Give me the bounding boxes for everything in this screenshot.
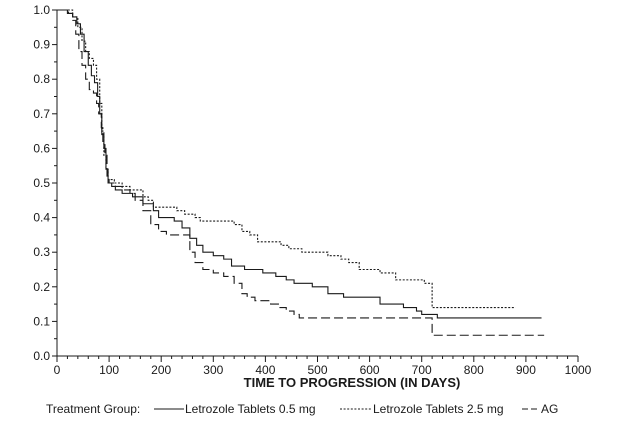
x-tick-label: 200	[151, 363, 171, 377]
y-tick-label: 0.0	[33, 349, 50, 363]
y-tick-label: 0.7	[33, 107, 50, 121]
x-tick-label: 300	[203, 363, 223, 377]
y-tick-label: 1.0	[33, 3, 50, 17]
x-tick-label: 600	[360, 363, 380, 377]
x-tick-label: 700	[412, 363, 432, 377]
series-layer	[57, 9, 545, 336]
y-tick-label: 0.2	[33, 280, 50, 294]
x-tick-label: 100	[99, 363, 119, 377]
legend-label-3: AG	[541, 402, 558, 416]
x-tick-label: 1000	[565, 363, 592, 377]
legend-title: Treatment Group:	[46, 402, 140, 416]
axes: 0.0 0.1 0.2 0.3 0.4 0.5 0.6 0.7 0.8 0.9 1.0 0 100 200…	[33, 3, 591, 377]
x-tick-label: 900	[516, 363, 536, 377]
series-line-1	[57, 9, 542, 319]
x-tick-label: 800	[464, 363, 484, 377]
y-tick-label: 0.9	[33, 38, 50, 52]
y-tick-label: 0.1	[33, 314, 50, 328]
y-tick-label: 0.4	[33, 211, 50, 225]
y-tick-label: 0.3	[33, 245, 50, 259]
y-tick-label: 0.6	[33, 141, 50, 155]
x-axis-title: TIME TO PROGRESSION (IN DAYS)	[244, 375, 461, 390]
y-tick-label: 0.5	[33, 176, 50, 190]
series-line-3	[57, 9, 545, 336]
y-tick-label: 0.8	[33, 72, 50, 86]
legend: Treatment Group: Letrozole Tablets 0.5 m…	[46, 402, 558, 416]
x-tick-label: 400	[255, 363, 275, 377]
x-tick-label: 0	[54, 363, 61, 377]
legend-label-1: Letrozole Tablets 0.5 mg	[185, 402, 316, 416]
x-tick-label: 500	[307, 363, 327, 377]
series-line-2	[57, 9, 516, 309]
legend-label-2: Letrozole Tablets 2.5 mg	[373, 402, 504, 416]
